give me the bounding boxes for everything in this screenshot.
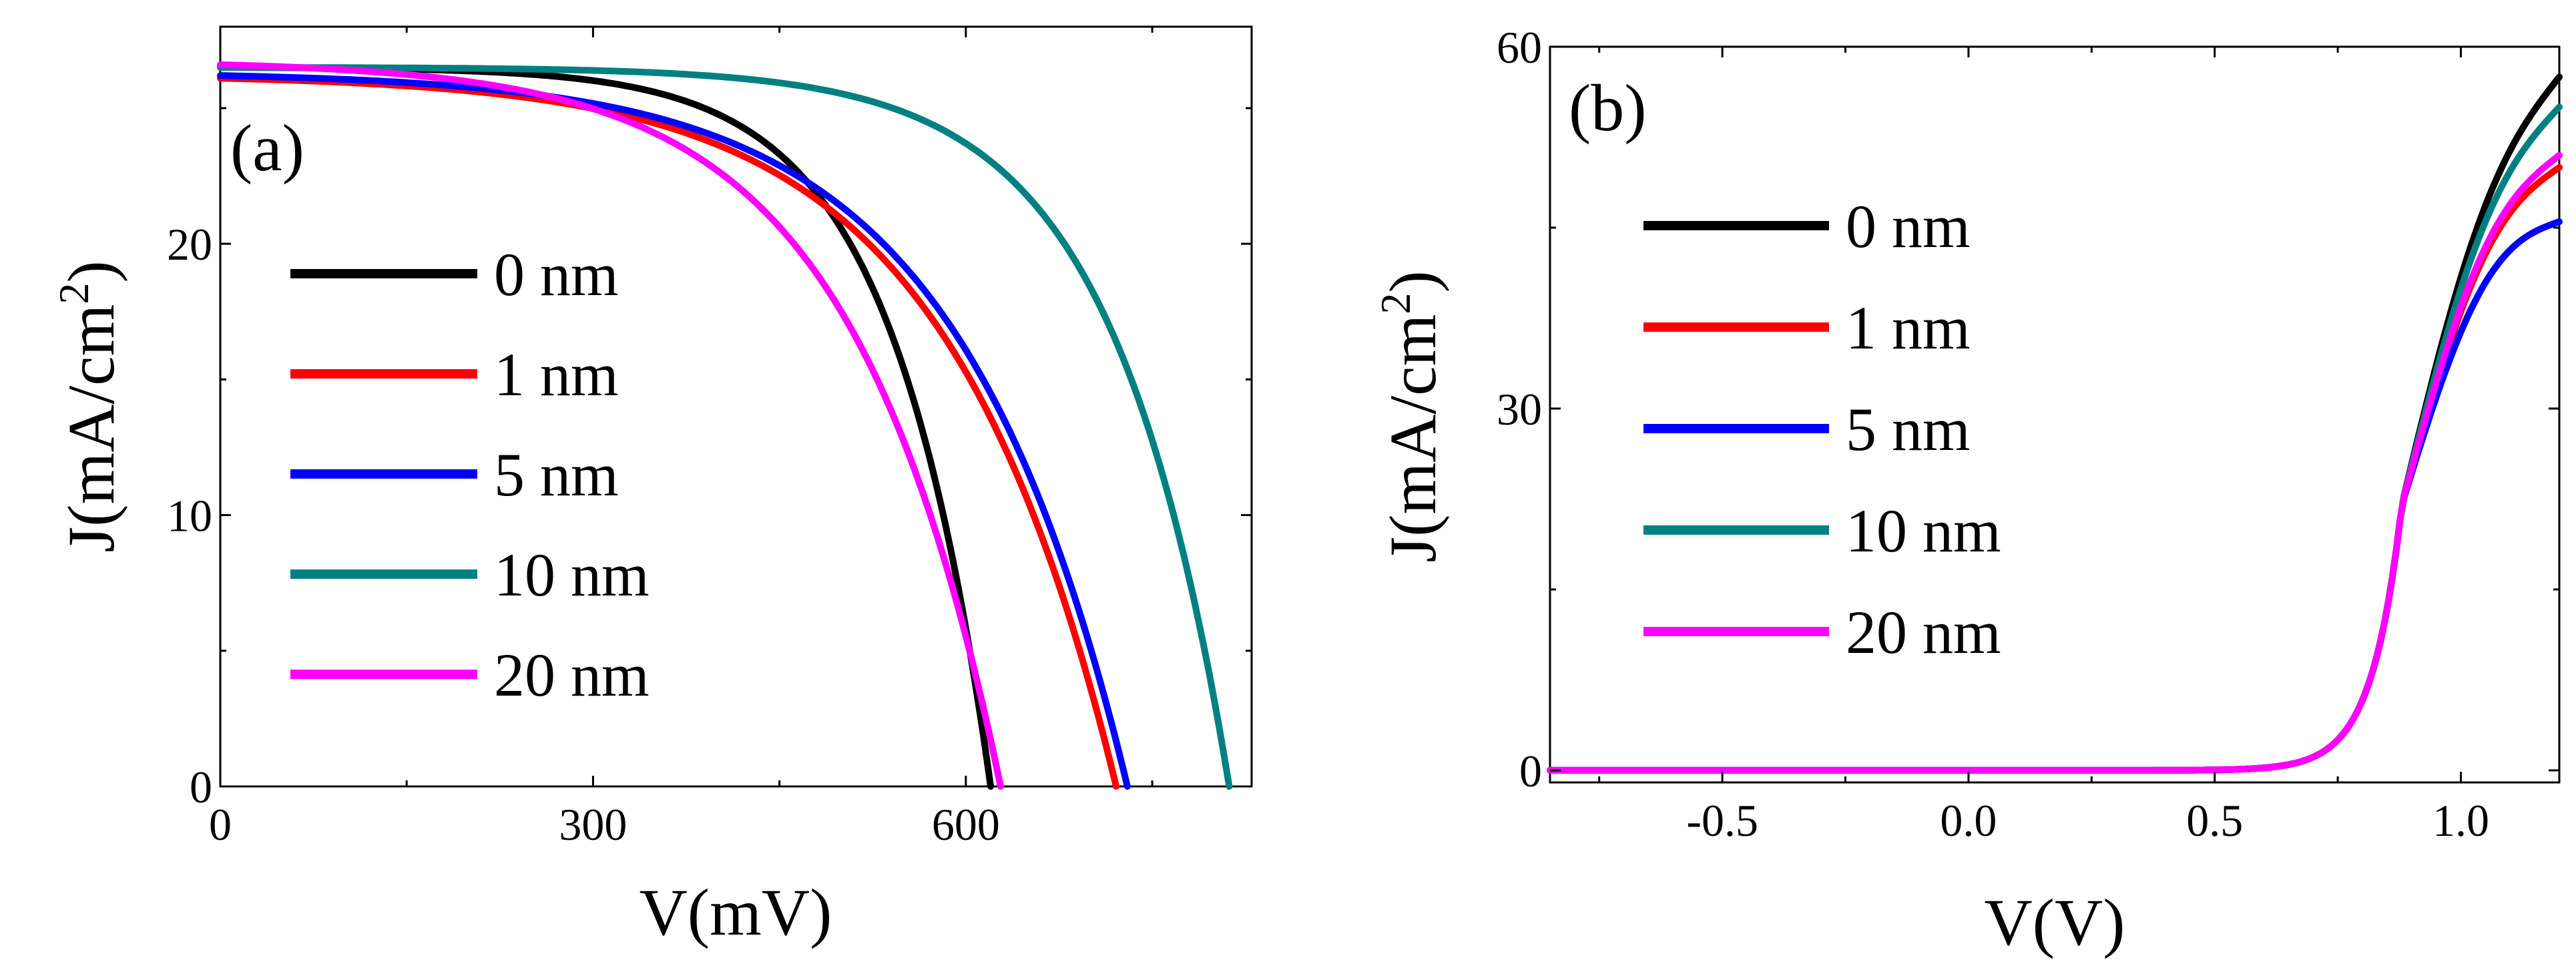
panel-a-legend-label: 5 nm	[494, 441, 619, 509]
panel-a-y-title-close: )	[54, 260, 128, 282]
panel-b-legend-label: 20 nm	[1846, 598, 2001, 666]
panel-a-series-1	[217, 75, 1120, 790]
panel-a-ticks: 0 300 600 0 10 20	[167, 27, 1252, 850]
panel-a-series-3	[217, 64, 1233, 790]
panel-a-curves	[217, 61, 1233, 790]
panel-b-curves	[1547, 73, 2563, 774]
panel-a-y-axis-title: J(mA/cm2)	[50, 260, 128, 552]
panel-b-y-title-close: )	[1376, 270, 1450, 292]
panel-a-legend: 0 nm 1 nm 5 nm 10 nm 20 nm	[290, 240, 650, 709]
panel-b-frame	[1549, 45, 2561, 784]
panel-a-series-2	[217, 72, 1131, 790]
panel-b-y-title-main: J(mA/cm	[1376, 314, 1450, 563]
panel-b-x-tick-label: 1.0	[2432, 795, 2489, 846]
panel-b-legend-label: 10 nm	[1846, 497, 2001, 565]
panel-b-legend-label: 0 nm	[1846, 192, 1971, 260]
panel-a-y-tick-label: 20	[167, 219, 212, 270]
panel-b-legend-label: 5 nm	[1846, 395, 1971, 463]
panel-b-label: (b)	[1569, 71, 1647, 145]
panel-a-legend-label: 20 nm	[494, 641, 650, 709]
panel-a-frame	[219, 25, 1253, 788]
panel-a-legend-label: 1 nm	[494, 340, 619, 409]
panel-b-y-title-sup: 2	[1372, 293, 1419, 314]
panel-b-series-4	[1547, 152, 2563, 774]
panel-a-y-tick-label: 10	[167, 491, 212, 541]
panel-b-legend-label: 1 nm	[1846, 294, 1971, 362]
panel-a-x-tick-label: 0	[209, 799, 232, 850]
panel-b-y-tick-label: 60	[1497, 22, 1542, 73]
panel-b-series-0	[1547, 73, 2563, 774]
panel-a-y-tick-label: 0	[190, 762, 212, 812]
panel-b-x-tick-label: -0.5	[1686, 795, 1758, 846]
panel-a-legend-label: 0 nm	[494, 240, 619, 308]
panel-b-x-tick-label: 0.0	[1940, 795, 1997, 846]
panel-b-y-tick-label: 30	[1497, 384, 1542, 435]
panel-b-y-axis-title: J(mA/cm2)	[1372, 270, 1450, 562]
panel-b-series-2	[1547, 218, 2563, 774]
panel-a-x-axis-title: V(mV)	[639, 875, 832, 949]
panel-a-x-tick-label: 300	[559, 799, 627, 850]
panel-b-x-tick-label: 0.5	[2186, 795, 2243, 846]
panel-b-legend: 0 nm 1 nm 5 nm 10 nm 20 nm	[1643, 192, 2001, 666]
panel-a-y-title-sup: 2	[50, 283, 97, 304]
panel-a-legend-label: 10 nm	[494, 541, 650, 609]
panel-a-label: (a)	[230, 111, 304, 185]
panel-b-x-axis-title: V(V)	[1984, 885, 2125, 959]
panel-a-series-4	[217, 61, 1004, 790]
panel-a-y-title-main: J(mA/cm	[54, 304, 128, 553]
panel-a-x-tick-label: 600	[932, 799, 1000, 850]
panel-b-series-3	[1547, 103, 2563, 774]
panel-b-y-tick-label: 0	[1519, 746, 1542, 796]
panel-b-ticks: -0.5 0.0 0.5 1.0 0 30 60	[1497, 22, 2559, 846]
